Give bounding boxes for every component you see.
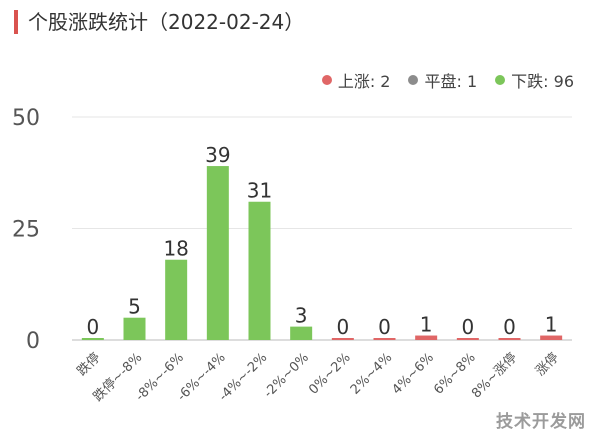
x-tick-label: 跌停 <box>74 350 104 380</box>
y-tick-label: 25 <box>12 218 40 243</box>
legend-label-flat: 平盘: 1 <box>424 72 478 91</box>
x-tick-label: -2%~0% <box>261 350 312 401</box>
legend-item-up[interactable]: 上涨: 2 <box>321 68 391 92</box>
bar[interactable] <box>456 338 479 340</box>
legend-dot-flat-icon <box>408 75 419 85</box>
data-label: 18 <box>163 237 188 261</box>
bar[interactable] <box>540 335 563 340</box>
legend-label-up: 上涨: 2 <box>337 72 391 91</box>
data-label: 5 <box>128 295 141 319</box>
data-label: 1 <box>420 313 433 337</box>
bar[interactable] <box>331 338 354 340</box>
legend-dot-up-icon <box>321 75 332 85</box>
bar[interactable] <box>498 338 521 340</box>
chart-title: 个股涨跌统计（2022-02-24） <box>28 10 305 34</box>
bar[interactable] <box>206 166 229 340</box>
data-label: 1 <box>545 313 558 337</box>
x-tick-label: 2%~4% <box>348 350 395 397</box>
legend-item-down[interactable]: 下跌: 96 <box>495 68 574 92</box>
y-tick-label: 0 <box>26 329 40 354</box>
legend-label-down: 下跌: 96 <box>511 72 574 91</box>
bar[interactable] <box>81 338 104 340</box>
data-label: 31 <box>247 179 272 203</box>
data-label: 3 <box>295 304 308 328</box>
data-label: 0 <box>86 315 99 339</box>
data-label: 0 <box>503 315 516 339</box>
data-label: 0 <box>461 315 474 339</box>
legend-dot-down-icon <box>495 75 506 85</box>
data-label: 0 <box>378 315 391 339</box>
bar[interactable] <box>123 317 146 340</box>
legend: 上涨: 2 平盘: 1 下跌: 96 <box>321 68 574 92</box>
bar[interactable] <box>165 259 188 340</box>
bar[interactable] <box>290 326 313 340</box>
x-tick-label: 0%~2% <box>306 350 353 397</box>
bar[interactable] <box>373 338 396 340</box>
x-tick-label: 4%~6% <box>390 350 437 397</box>
bar[interactable] <box>415 335 438 340</box>
title-accent-bar <box>14 10 18 34</box>
data-label: 0 <box>336 315 349 339</box>
x-tick-label: 涨停 <box>532 350 562 380</box>
legend-item-flat[interactable]: 平盘: 1 <box>408 68 477 92</box>
x-tick-label: 8%~涨停 <box>468 350 520 402</box>
data-label: 39 <box>205 143 230 167</box>
bar[interactable] <box>248 201 271 340</box>
y-tick-label: 50 <box>12 106 40 131</box>
watermark: 技术开发网 <box>496 412 586 432</box>
